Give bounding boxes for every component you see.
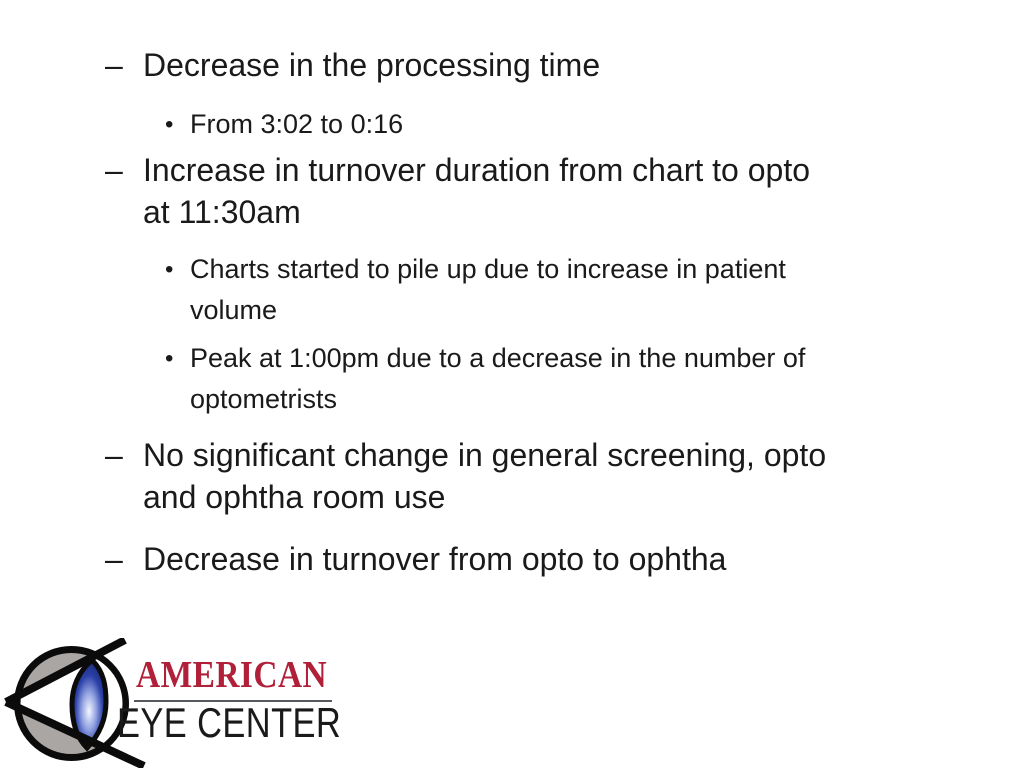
bullet-item: • Charts started to pile up due to increa…	[165, 249, 965, 331]
bullet-item: • From 3:02 to 0:16	[165, 104, 965, 145]
bullet-item: – Increase in turnover duration from char…	[105, 149, 965, 233]
dash-bullet-marker: –	[105, 47, 123, 83]
bullet-text: Increase in turnover duration from chart…	[143, 152, 811, 230]
bullet-item: – No significant change in general screen…	[105, 434, 965, 518]
dash-bullet-marker: –	[105, 437, 123, 473]
bullet-item: – Decrease in turnover from opto to ophth…	[105, 538, 965, 580]
dot-bullet-marker: •	[165, 111, 174, 138]
bullet-text: Decrease in turnover from opto to ophtha	[143, 541, 727, 577]
dot-bullet-marker: •	[165, 256, 174, 283]
eye-lens	[69, 656, 109, 752]
bullet-text: Decrease in the processing time	[143, 47, 601, 83]
bullet-item: – Decrease in the processing time	[105, 44, 965, 86]
eyelid-lower-line	[4, 698, 146, 768]
bullet-item: • Peak at 1:00pm due to a decrease in the…	[165, 338, 965, 420]
bullet-text: No significant change in general screeni…	[143, 437, 827, 515]
logo-text-eye-center: EYE CENTER	[117, 699, 342, 746]
dash-bullet-marker: –	[105, 541, 123, 577]
dot-bullet-marker: •	[165, 345, 174, 372]
eyelid-upper-line	[4, 638, 127, 706]
eye-icon	[4, 638, 146, 768]
dash-bullet-marker: –	[105, 152, 123, 188]
bullet-text: Charts started to pile up due to increas…	[190, 254, 786, 325]
american-eye-center-logo: AMERICAN EYE CENTER	[0, 630, 400, 768]
logo-underline	[134, 700, 332, 702]
bullet-text: Peak at 1:00pm due to a decrease in the …	[190, 343, 806, 414]
bullet-list: – Decrease in the processing time • From 3:…	[105, 44, 965, 580]
logo-text-american: AMERICAN	[136, 654, 328, 696]
bullet-text: From 3:02 to 0:16	[190, 109, 404, 139]
